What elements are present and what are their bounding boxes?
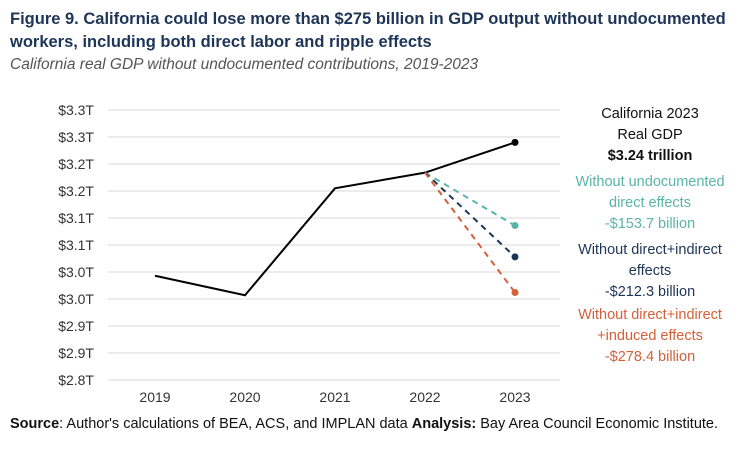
annotation-direct-effects: Without undocumented direct effects -$15…	[555, 172, 745, 235]
analysis-text: Bay Area Council Economic Institute.	[476, 416, 719, 432]
y-tick-label: $3.0T	[58, 291, 94, 307]
annotation-total-value: $3.24 trillion	[607, 148, 693, 164]
y-tick-label: $3.0T	[58, 264, 94, 280]
y-tick-label: $3.2T	[58, 156, 94, 172]
series-endpoint-3	[511, 289, 519, 297]
source-note: Source: Author's calculations of BEA, AC…	[10, 414, 730, 434]
source-label: Source	[10, 416, 60, 432]
annotation-direct-line2: direct effects	[609, 195, 691, 211]
annotation-direct-value: -$153.7 billion	[604, 216, 696, 232]
y-tick-label: $3.2T	[58, 183, 94, 199]
y-tick-label: $3.1T	[58, 237, 94, 253]
y-tick-label: $3.3T	[58, 129, 94, 145]
y-tick-label: $3.3T	[58, 102, 94, 118]
series-line-0	[154, 141, 516, 297]
series-line-2	[424, 171, 516, 258]
annotation-total-line1: California 2023	[601, 106, 699, 122]
y-tick-label: $3.1T	[58, 210, 94, 226]
series-line-3	[424, 172, 516, 294]
annotation-total-line2: Real GDP	[617, 127, 683, 143]
series-endpoint-1	[511, 222, 519, 230]
x-tick-label: 2022	[409, 389, 440, 405]
source-text: : Author's calculations of BEA, ACS, and…	[59, 416, 412, 432]
x-tick-label: 2020	[229, 389, 260, 405]
annotation-indirect-line2: effects	[628, 263, 672, 279]
analysis-label: Analysis:	[411, 416, 477, 432]
annotation-indirect-value: -$212.3 billion	[604, 284, 696, 300]
annotation-induced-line1: Without direct+indirect	[578, 307, 722, 323]
annotation-total-gdp: California 2023 Real GDP $3.24 trillion	[560, 104, 740, 167]
y-tick-label: $2.9T	[58, 318, 94, 334]
x-tick-label: 2019	[139, 389, 170, 405]
series-endpoint-2	[511, 253, 519, 261]
annotation-induced-line2: +induced effects	[597, 328, 703, 344]
x-tick-label: 2021	[319, 389, 350, 405]
y-tick-label: $2.9T	[58, 345, 94, 361]
series-endpoint-0	[511, 138, 519, 146]
annotation-indirect-effects: Without direct+indirect effects -$212.3 …	[555, 240, 745, 303]
annotation-direct-line1: Without undocumented	[575, 174, 725, 190]
y-tick-label: $2.8T	[58, 372, 94, 388]
annotation-indirect-line1: Without direct+indirect	[578, 242, 722, 258]
x-tick-label: 2023	[499, 389, 530, 405]
gdp-line-chart: $2.8T $2.9T $2.9T $3.0T $3.0T $3.1T $3.1T $3.2T…	[58, 102, 560, 405]
figure-title: Figure 9. California could lose more tha…	[10, 10, 726, 51]
figure-subtitle: California real GDP without undocumented…	[10, 56, 479, 73]
annotation-induced-value: -$278.4 billion	[604, 349, 696, 365]
annotation-induced-effects: Without direct+indirect +induced effects…	[555, 305, 745, 368]
